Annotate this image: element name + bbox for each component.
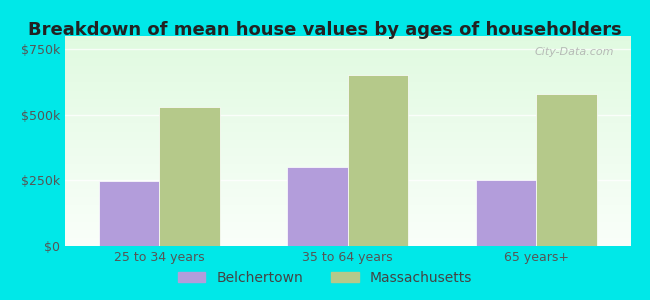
Legend: Belchertown, Massachusetts: Belchertown, Massachusetts <box>172 265 478 290</box>
Bar <box>287 167 348 246</box>
Bar <box>476 180 536 246</box>
Bar <box>536 94 597 246</box>
Text: Breakdown of mean house values by ages of householders: Breakdown of mean house values by ages o… <box>28 21 622 39</box>
Bar <box>159 107 220 246</box>
Text: City-Data.com: City-Data.com <box>534 46 614 56</box>
Bar <box>99 181 159 246</box>
Bar <box>348 75 408 246</box>
